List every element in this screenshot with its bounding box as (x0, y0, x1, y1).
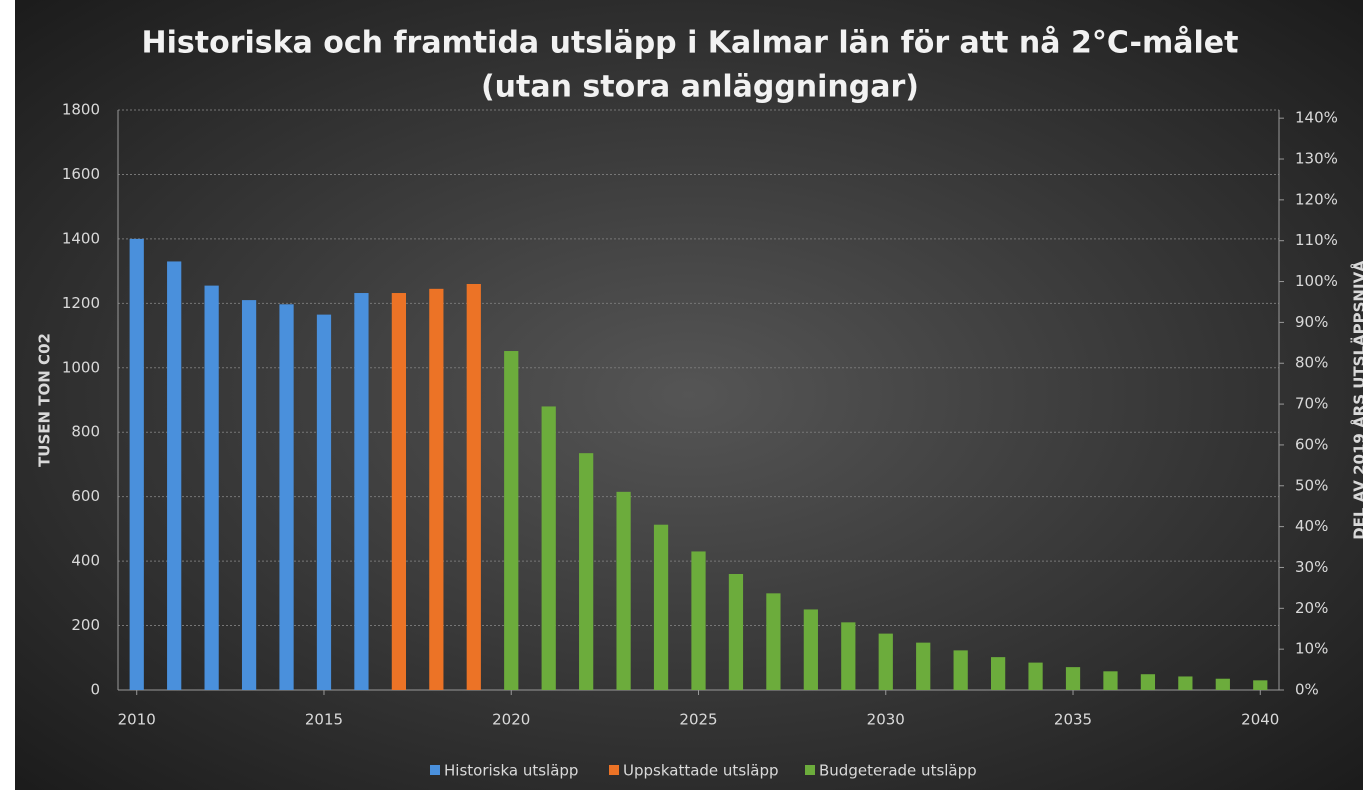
y2-tick-label: 30% (1295, 558, 1328, 576)
bar (242, 300, 256, 690)
bar (766, 593, 780, 690)
legend-label: Historiska utsläpp (444, 762, 578, 780)
bar (467, 284, 481, 690)
y2-tick-label: 60% (1295, 435, 1328, 453)
bar (1216, 679, 1230, 690)
x-tick-label: 2035 (1054, 711, 1092, 729)
bar (991, 657, 1005, 690)
bar (1028, 663, 1042, 690)
legend-swatch (805, 765, 815, 775)
x-tick-label: 2030 (867, 711, 905, 729)
y-axis-label: TUSEN TON C02 (36, 333, 54, 467)
bar (1141, 674, 1155, 690)
bar (317, 315, 331, 690)
bar (279, 304, 293, 690)
y-tick-label: 800 (71, 423, 100, 441)
y2-tick-label: 100% (1295, 272, 1338, 290)
bar (354, 293, 368, 690)
y-tick-label: 0 (90, 681, 100, 699)
bar (954, 650, 968, 690)
legend-swatch (609, 765, 619, 775)
y2-axis-label: DEL AV 2019 ÅRS UTSLÄPPSNIVÅ (1350, 260, 1363, 540)
bar (205, 286, 219, 690)
y2-tick-label: 90% (1295, 313, 1328, 331)
bar (579, 453, 593, 690)
x-tick-label: 2015 (305, 711, 343, 729)
x-tick-label: 2040 (1241, 711, 1279, 729)
y2-tick-label: 40% (1295, 517, 1328, 535)
x-tick-label: 2010 (118, 711, 156, 729)
chart-title: Historiska och framtida utsläpp i Kalmar… (142, 25, 1239, 61)
y2-tick-label: 50% (1295, 476, 1328, 494)
y2-tick-label: 130% (1295, 150, 1338, 168)
x-tick-label: 2020 (492, 711, 530, 729)
bar (130, 239, 144, 690)
legend-label: Uppskattade utsläpp (623, 762, 779, 780)
bar (654, 525, 668, 690)
y-tick-label: 1400 (62, 229, 100, 247)
legend-label: Budgeterade utsläpp (819, 762, 977, 780)
y-tick-label: 1200 (62, 294, 100, 312)
y-tick-label: 600 (71, 487, 100, 505)
bar (167, 261, 181, 690)
y2-tick-label: 80% (1295, 354, 1328, 372)
y2-tick-label: 120% (1295, 190, 1338, 208)
bar (804, 609, 818, 690)
x-tick-label: 2025 (679, 711, 717, 729)
legend-swatch (430, 765, 440, 775)
y-tick-label: 1000 (62, 358, 100, 376)
y2-tick-label: 0% (1295, 681, 1319, 699)
y-tick-label: 200 (71, 616, 100, 634)
bar (1103, 671, 1117, 690)
y2-tick-label: 70% (1295, 395, 1328, 413)
bar (841, 622, 855, 690)
bar (1253, 680, 1267, 690)
bar (616, 492, 630, 690)
bar (1066, 667, 1080, 690)
bar (916, 643, 930, 690)
y-tick-label: 400 (71, 552, 100, 570)
bar (729, 574, 743, 690)
bar (542, 406, 556, 690)
chart-subtitle: (utan stora anläggningar) (481, 70, 919, 105)
bar (1178, 676, 1192, 690)
y-tick-label: 1600 (62, 165, 100, 183)
bar (504, 351, 518, 690)
y-tick-label: 1800 (62, 101, 100, 119)
y2-tick-label: 20% (1295, 599, 1328, 617)
y2-tick-label: 110% (1295, 231, 1338, 249)
bar (429, 289, 443, 690)
y2-tick-label: 140% (1295, 109, 1338, 127)
bar (691, 551, 705, 690)
y2-tick-label: 10% (1295, 640, 1328, 658)
bar (392, 293, 406, 690)
bar (879, 634, 893, 690)
